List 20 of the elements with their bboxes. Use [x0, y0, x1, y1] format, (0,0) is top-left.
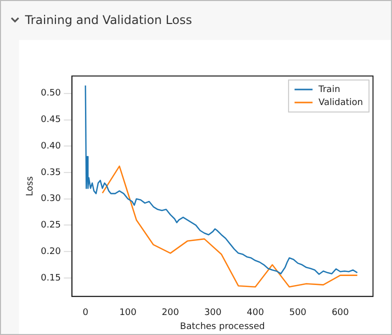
x-tick-label: 400	[246, 308, 264, 318]
y-tick-label: 0.30	[40, 194, 62, 204]
y-tick-label: 0.15	[40, 273, 61, 284]
chart-title: Training and Validation Loss	[25, 13, 192, 27]
legend-label: Train	[318, 84, 340, 95]
y-tick-label: 0.25	[40, 220, 61, 231]
x-tick-label: 500	[289, 308, 307, 318]
y-tick-label: 0.50	[40, 88, 62, 99]
y-tick-label: 0.35	[40, 168, 61, 178]
legend-label: Validation	[318, 98, 364, 108]
x-tick-label: 200	[162, 308, 180, 318]
x-tick-label: 0	[82, 308, 89, 318]
x-tick-label: 300	[204, 308, 222, 318]
x-tick-label: 600	[332, 308, 350, 318]
x-tick-label: 100	[119, 308, 137, 318]
y-tick-label: 0.40	[40, 141, 62, 152]
y-tick-label: 0.45	[40, 115, 61, 126]
y-axis-title: Loss	[26, 176, 36, 196]
x-axis-title: Batches processed	[180, 322, 265, 332]
y-tick-label: 0.20	[40, 246, 62, 257]
